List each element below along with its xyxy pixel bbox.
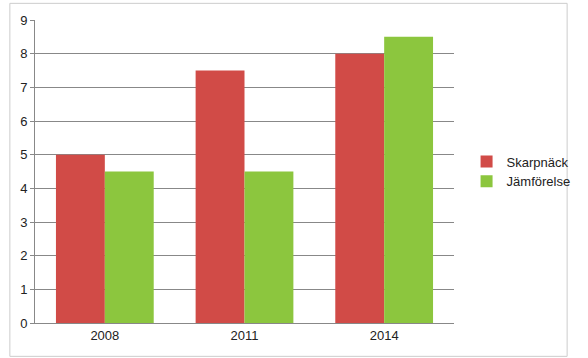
svg-text:7: 7 (20, 80, 27, 95)
svg-text:2011: 2011 (231, 328, 259, 343)
svg-text:3: 3 (20, 215, 27, 230)
svg-text:2: 2 (20, 248, 27, 263)
svg-text:9: 9 (20, 13, 27, 28)
svg-text:Skarpnäck: Skarpnäck (507, 155, 569, 170)
svg-text:2008: 2008 (90, 328, 119, 343)
svg-text:4: 4 (20, 181, 27, 196)
svg-text:1: 1 (20, 282, 27, 297)
svg-text:0: 0 (20, 316, 27, 331)
svg-text:8: 8 (20, 46, 27, 61)
svg-text:6: 6 (20, 114, 27, 129)
svg-text:Jämförelse: Jämförelse (507, 174, 571, 189)
svg-text:2014: 2014 (370, 328, 399, 343)
svg-text:5: 5 (20, 147, 27, 162)
